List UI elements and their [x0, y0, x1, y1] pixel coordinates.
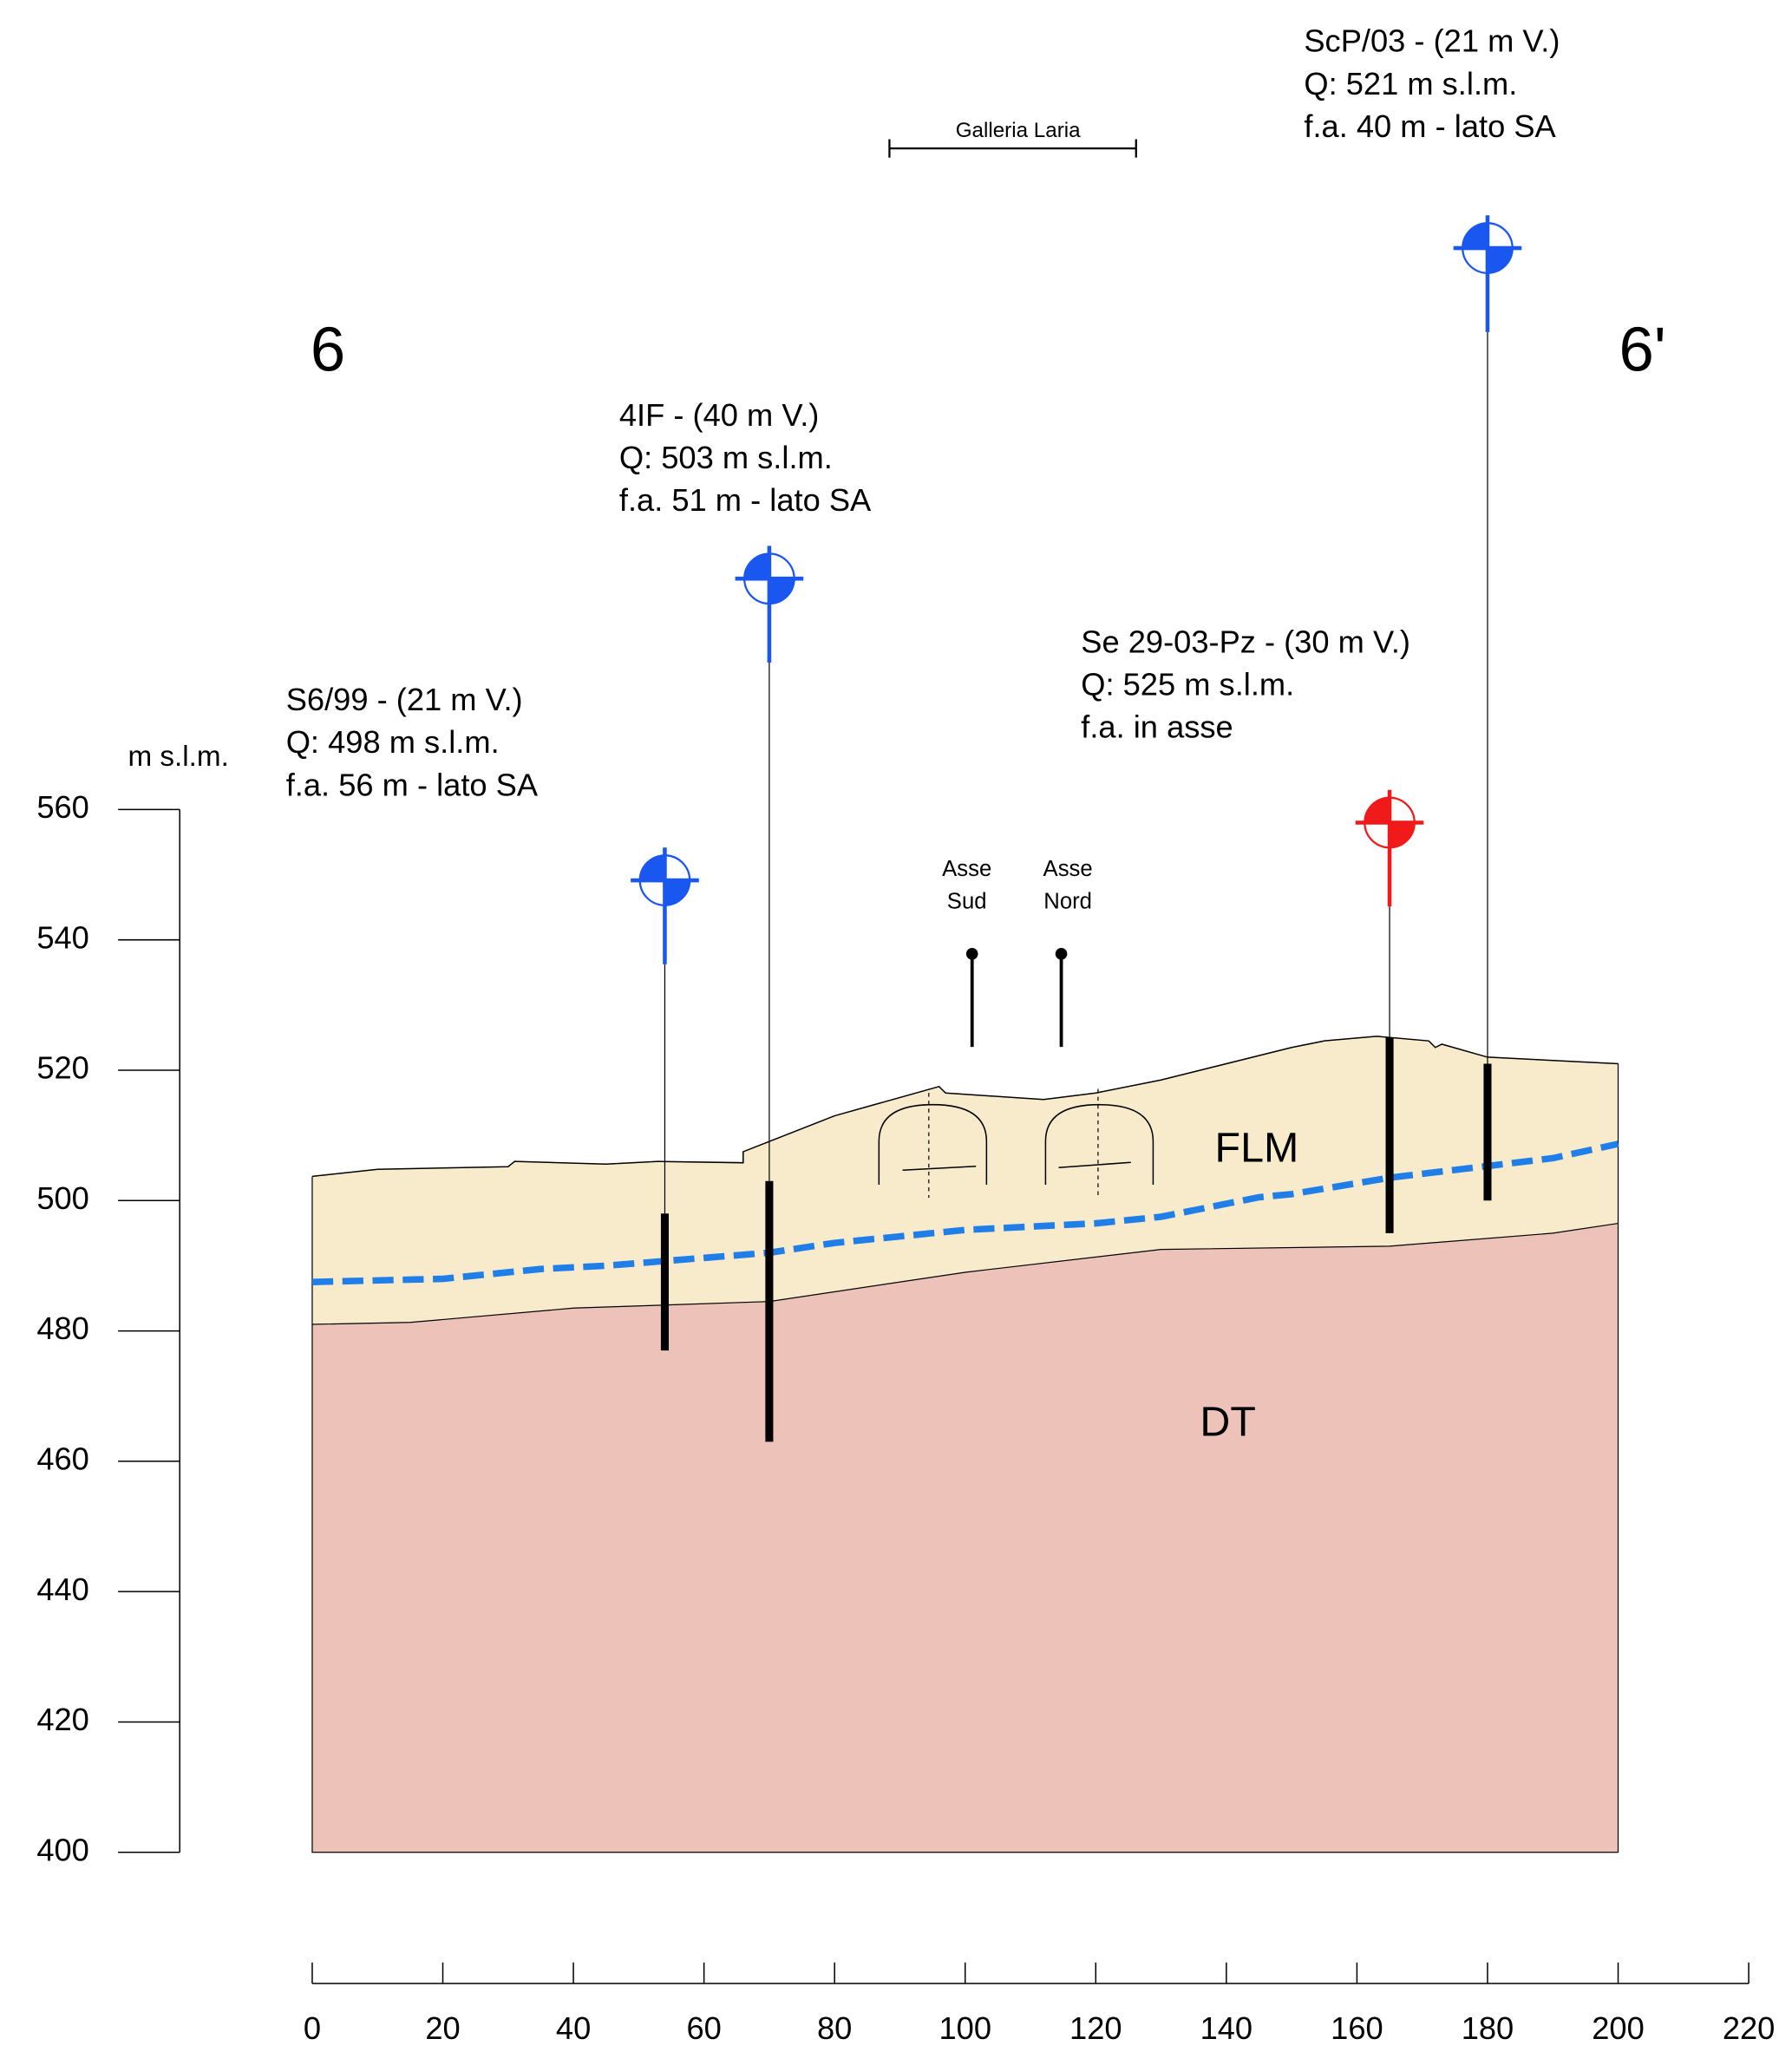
y-tick-label: 400 [36, 1832, 89, 1867]
borehole-label: Q: 525 m s.l.m. [1081, 667, 1294, 702]
layers [312, 1036, 1619, 1853]
axis-label: Asse [942, 857, 991, 881]
symbol-quadrant [640, 855, 665, 880]
tunnel-label: Galleria Laria [956, 119, 1081, 142]
y-tick-label: 540 [36, 919, 89, 955]
axis-label: Asse [1043, 857, 1093, 881]
borehole-symbol [736, 546, 804, 1180]
y-tick-label: 440 [36, 1572, 89, 1607]
symbol-quadrant [769, 578, 795, 604]
layer-label: DT [1200, 1399, 1255, 1446]
x-tick-label: 120 [1069, 2010, 1122, 2046]
borehole-label: f.a. 51 m - lato SA [619, 482, 872, 518]
symbol-quadrant [1462, 223, 1488, 248]
x-tick-label: 180 [1462, 2010, 1514, 2046]
borehole-symbol [1454, 215, 1522, 1063]
y-tick-label: 500 [36, 1180, 89, 1216]
symbol-quadrant [1364, 798, 1390, 823]
section-start: 6 [311, 315, 345, 385]
symbol-quadrant [664, 880, 690, 905]
borehole-label: S6/99 - (21 m V.) [286, 682, 523, 717]
axis-label: Sud [947, 890, 987, 914]
axis-label: Nord [1043, 890, 1092, 914]
x-tick-label: 40 [556, 2010, 591, 2046]
borehole-label: f.a. in asse [1081, 709, 1233, 745]
borehole-label: 4IF - (40 m V.) [619, 397, 820, 433]
y-tick-label: 560 [36, 789, 89, 825]
x-tick-label: 80 [817, 2010, 852, 2046]
y-tick-label: 520 [36, 1050, 89, 1086]
x-tick-label: 200 [1592, 2010, 1645, 2046]
layer-label: FLM [1215, 1124, 1299, 1171]
chart: 6 6' Galleria Laria Asse Sud Asse Nord m… [0, 0, 1792, 2065]
x-tick-label: 100 [939, 2010, 991, 2046]
y-tick-label: 420 [36, 1702, 89, 1737]
x-tick-label: 140 [1200, 2010, 1253, 2046]
symbol-quadrant [1390, 823, 1415, 848]
section-end: 6' [1619, 315, 1665, 385]
x-tick-label: 20 [425, 2010, 460, 2046]
borehole-label: Se 29-03-Pz - (30 m V.) [1081, 624, 1410, 659]
borehole-label: ScP/03 - (21 m V.) [1304, 23, 1560, 59]
y-axis-label: m s.l.m. [128, 741, 228, 773]
y-tick-label: 480 [36, 1310, 89, 1346]
x-tick-label: 60 [686, 2010, 721, 2046]
layer-dt [312, 1224, 1619, 1853]
borehole-label: Q: 503 m s.l.m. [619, 440, 833, 475]
borehole-label: f.a. 40 m - lato SA [1304, 108, 1556, 144]
borehole-symbol [631, 847, 699, 1213]
borehole-label: Q: 521 m s.l.m. [1304, 66, 1517, 101]
y-tick-label: 460 [36, 1441, 89, 1476]
borehole-label: Q: 498 m s.l.m. [286, 724, 500, 760]
symbol-quadrant [1488, 248, 1513, 273]
borehole-label: f.a. 56 m - lato SA [286, 767, 539, 802]
x-tick-label: 0 [304, 2010, 321, 2046]
x-tick-label: 220 [1723, 2010, 1776, 2046]
symbol-quadrant [744, 553, 769, 578]
borehole-symbol [1356, 790, 1424, 1038]
x-tick-label: 160 [1331, 2010, 1383, 2046]
